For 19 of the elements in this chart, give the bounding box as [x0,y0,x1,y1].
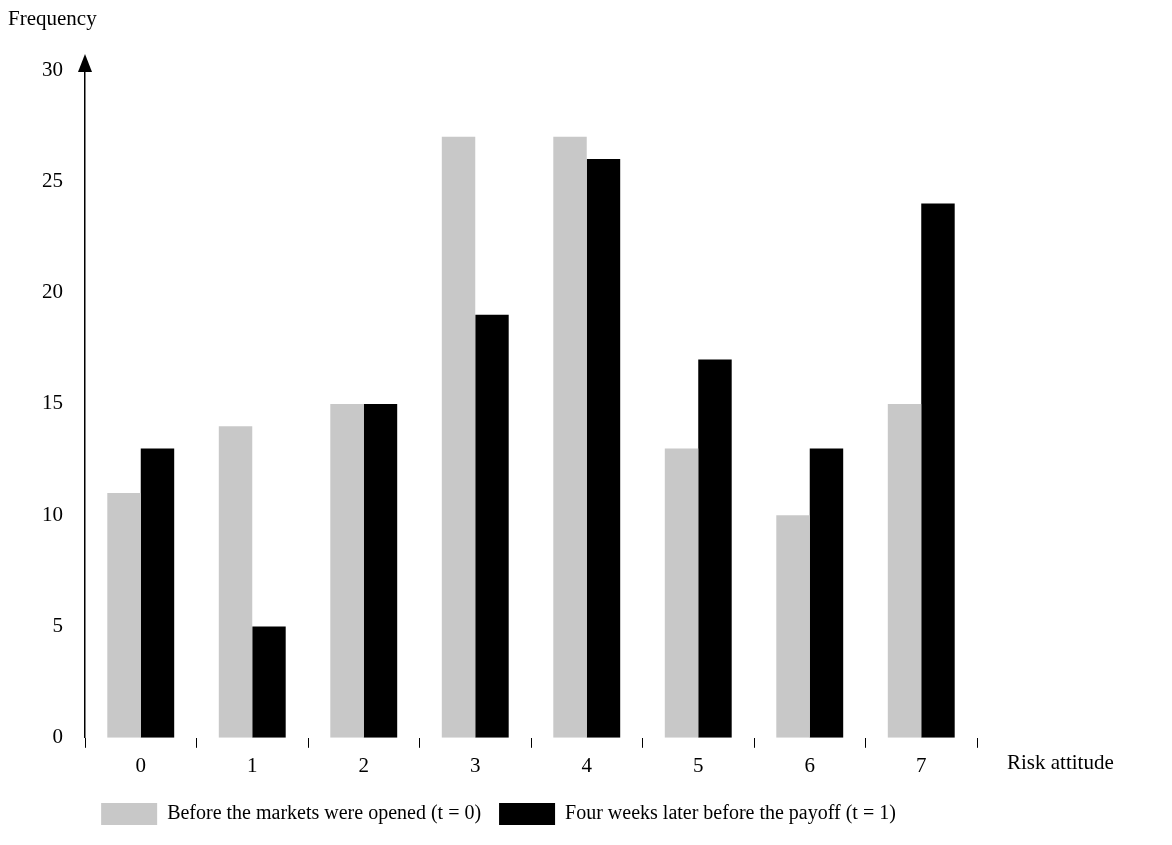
x-tick-label: 4 [581,752,593,777]
x-tick-label: 1 [247,752,258,777]
y-tick-label: 5 [52,613,63,638]
x-tick-label: 5 [693,752,704,777]
y-tick-label: 10 [42,501,63,526]
x-tick-label: 7 [916,752,927,777]
y-tick-label: 20 [42,279,63,304]
x-tick-label: 0 [135,752,146,777]
x-tick-label: 3 [470,752,481,777]
legend-label: Before the markets were opened (t = 0) [167,801,482,825]
x-axis-title: Risk attitude [1007,750,1114,775]
y-tick-label: 25 [42,167,63,192]
x-tick-label: 6 [804,752,815,777]
y-tick-label: 0 [52,724,63,749]
legend-label: Four weeks later before the payoff (t = 1) [565,801,896,825]
y-tick-label: 30 [42,56,63,81]
x-tick-label: 2 [358,752,369,777]
y-tick-label: 15 [42,390,63,415]
y-axis-title: Frequency [8,6,98,30]
